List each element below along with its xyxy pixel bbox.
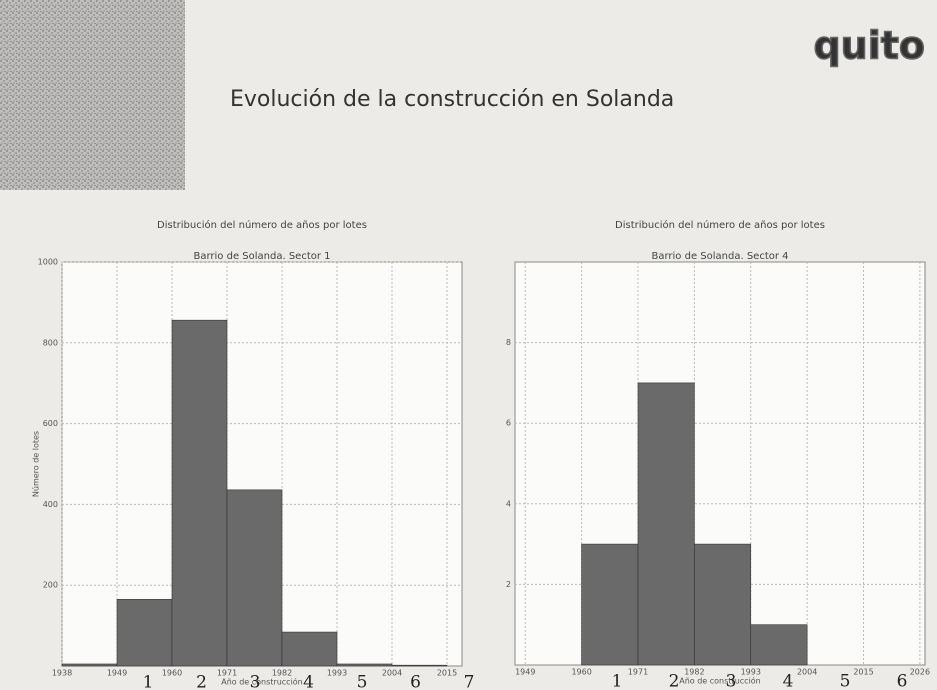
histogram-bar	[172, 320, 227, 666]
histogram-bar	[227, 490, 282, 666]
x-tick-label: 1971	[628, 668, 648, 677]
histogram-bar	[751, 625, 807, 665]
x-tick-label: 1982	[684, 668, 704, 677]
y-tick-label: 1000	[38, 258, 58, 267]
x-axis-label: Año de construcción	[221, 677, 303, 687]
handwritten-note: 3	[726, 672, 737, 690]
y-tick-label: 800	[43, 338, 58, 347]
handwritten-note: 6	[897, 672, 908, 690]
x-tick-label: 2026	[910, 668, 930, 677]
y-tick-label: 4	[506, 499, 511, 508]
logo: quito	[813, 24, 925, 68]
chart-title: Distribución del número de años por lote…	[615, 219, 825, 231]
y-tick-label: 200	[43, 581, 58, 590]
x-tick-label: 1960	[571, 668, 591, 677]
histogram-bar	[582, 544, 638, 665]
x-axis-label: Año de construcción	[679, 676, 761, 686]
x-tick-label: 1938	[52, 669, 72, 678]
chart-subtitle: Barrio de Solanda. Sector 4	[651, 251, 788, 262]
y-tick-label: 600	[43, 419, 58, 428]
histogram-bar	[638, 383, 694, 665]
histogram-bar	[62, 664, 117, 666]
x-tick-label: 1971	[217, 669, 237, 678]
handwritten-note: 7	[464, 673, 475, 690]
handwritten-note: 1	[143, 673, 154, 690]
page-title: Evolución de la construcción en Solanda	[230, 87, 674, 112]
x-tick-label: 1949	[107, 669, 127, 678]
y-axis-label: Número de lotes	[32, 431, 41, 497]
handwritten-note: 5	[357, 673, 368, 690]
header-image	[0, 0, 185, 190]
x-tick-label: 1982	[272, 669, 292, 678]
slide: Evolución de la construcción en Solanda …	[0, 0, 937, 690]
x-tick-label: 2004	[797, 668, 817, 677]
handwritten-note: 6	[410, 673, 421, 690]
x-tick-label: 1993	[327, 669, 347, 678]
handwritten-note: 3	[250, 673, 261, 690]
histogram-bar	[337, 664, 392, 666]
x-tick-label: 2015	[853, 668, 873, 677]
x-tick-label: 1949	[515, 668, 535, 677]
y-tick-label: 2	[506, 580, 511, 589]
handwritten-note: 2	[196, 673, 207, 690]
handwritten-note: 4	[783, 672, 794, 690]
histogram-bar	[392, 665, 447, 666]
x-tick-label: 2004	[382, 669, 402, 678]
x-tick-label: 2015	[437, 669, 457, 678]
chart-subtitle: Barrio de Solanda. Sector 1	[193, 251, 330, 262]
histogram-bar	[694, 544, 750, 665]
x-tick-label: 1993	[741, 668, 761, 677]
y-tick-label: 8	[506, 338, 511, 347]
handwritten-note: 4	[303, 673, 314, 690]
chart-title: Distribución del número de años por lote…	[157, 219, 367, 231]
y-tick-label: 6	[506, 419, 511, 428]
handwritten-note: 2	[669, 672, 680, 690]
histogram-bar	[282, 632, 337, 666]
handwritten-note: 1	[612, 672, 623, 690]
y-tick-label: 400	[43, 500, 58, 509]
handwritten-note: 5	[840, 672, 851, 690]
histogram-bar	[117, 599, 172, 666]
x-tick-label: 1960	[162, 669, 182, 678]
